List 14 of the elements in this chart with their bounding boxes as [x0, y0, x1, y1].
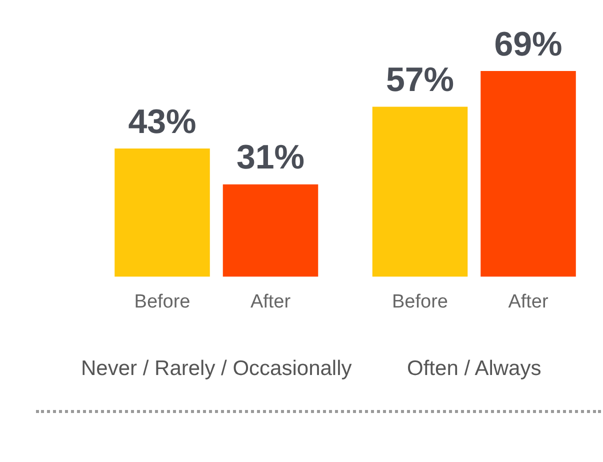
data-label: 69%: [494, 25, 562, 64]
data-label: 31%: [236, 138, 305, 177]
series-label: After: [250, 292, 292, 313]
bar: [372, 106, 468, 277]
bar: [480, 70, 576, 277]
data-label: 43%: [128, 102, 196, 141]
bar: [114, 148, 210, 277]
bar: [222, 184, 318, 277]
data-label: 57%: [386, 61, 454, 100]
x-tick-label: Never / Rarely / Occasionally: [80, 357, 352, 380]
text: After: [508, 292, 548, 313]
text: Before: [392, 292, 448, 313]
series-label: Before: [134, 292, 190, 313]
x-tick-label: Often / Always: [407, 357, 542, 380]
